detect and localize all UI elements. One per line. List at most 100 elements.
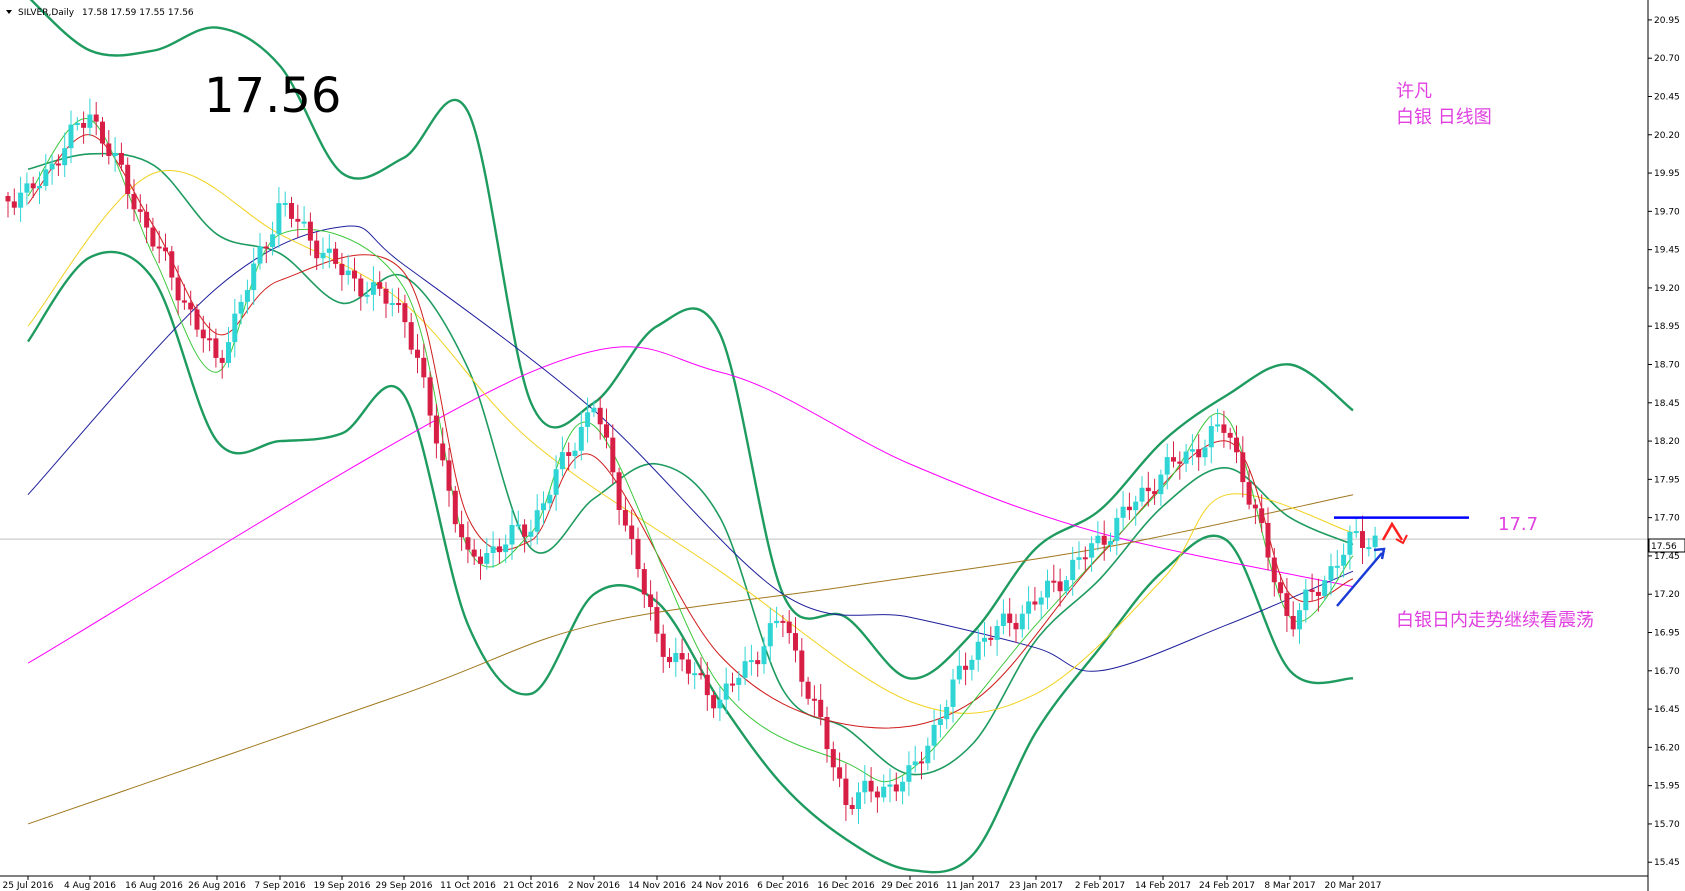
candle-body: [761, 646, 767, 665]
candle-body: [188, 302, 194, 310]
candle-body: [578, 426, 584, 451]
candle-body: [780, 620, 786, 623]
candle-body: [1322, 580, 1328, 596]
x-tick-label: 7 Sep 2016: [254, 881, 306, 891]
x-tick-label: 2 Feb 2017: [1075, 881, 1125, 891]
candle-body: [333, 248, 339, 264]
candle-body: [383, 288, 389, 304]
author-label: 许凡: [1396, 81, 1432, 102]
candle-body: [30, 183, 36, 189]
candle-body: [862, 780, 868, 793]
candle-body: [553, 469, 559, 495]
candle-body: [1126, 506, 1132, 511]
candle-body: [433, 415, 439, 444]
candle-body: [1265, 522, 1271, 558]
candle-body: [541, 503, 546, 511]
candle-body: [282, 202, 288, 205]
moving-average-line-0: [27, 346, 1354, 664]
candle-body: [604, 424, 609, 438]
candle-body: [534, 510, 540, 532]
y-tick-label: 16.45: [1654, 705, 1680, 715]
candle-body: [1278, 582, 1284, 594]
candle-body: [1202, 447, 1208, 458]
candle-body: [471, 549, 477, 557]
candle-body: [314, 240, 320, 259]
candle-body: [339, 263, 345, 276]
candle-body: [1341, 554, 1347, 566]
candle-body: [1366, 547, 1372, 550]
subtitle-label: 白银 日线图: [1396, 107, 1492, 128]
y-tick-label: 18.70: [1654, 360, 1680, 370]
candle-body: [1063, 580, 1069, 592]
y-tick-label: 19.70: [1654, 207, 1680, 217]
candle-body: [673, 653, 679, 663]
x-tick-label: 16 Dec 2016: [817, 881, 875, 891]
candle-body: [641, 569, 647, 595]
y-tick-label: 16.95: [1654, 628, 1680, 638]
candle-body: [1171, 457, 1176, 462]
candle-body: [207, 338, 213, 341]
candle-body: [1051, 580, 1057, 583]
candle-body: [849, 804, 855, 809]
y-tick-label: 17.70: [1654, 514, 1680, 524]
candle-body: [503, 544, 509, 553]
x-tick-label: 26 Aug 2016: [188, 881, 246, 891]
candle-body: [402, 303, 408, 323]
candle-body: [748, 660, 754, 663]
x-tick-label: 11 Jan 2017: [946, 881, 1000, 891]
x-tick-label: 14 Feb 2017: [1135, 881, 1191, 891]
forecast-label: 白银日内走势继续看震荡: [1396, 610, 1594, 631]
candle-body: [289, 202, 294, 219]
candle-body: [219, 357, 225, 363]
candle-body: [125, 164, 131, 195]
up-arrow-head-icon: [1373, 547, 1386, 560]
big-price-label: 17.56: [204, 68, 341, 124]
candle-body: [112, 152, 118, 157]
candle-body: [1252, 504, 1258, 509]
candle-body: [1108, 540, 1113, 545]
header-ohlc: 17.58 17.59 17.55 17.56: [82, 8, 194, 18]
candle-body: [358, 278, 364, 297]
candle-body: [629, 525, 635, 539]
candle-body: [1019, 613, 1025, 630]
candle-body: [1057, 581, 1063, 592]
candle-body: [1234, 437, 1239, 453]
candle-body: [679, 653, 685, 660]
candle-body: [238, 301, 244, 314]
candle-body: [1208, 426, 1214, 448]
y-tick-label: 20.45: [1654, 92, 1680, 102]
candle-body: [150, 227, 156, 247]
candle-body: [660, 633, 666, 657]
annotation-layer: [1334, 516, 1469, 607]
candle-body: [1145, 487, 1151, 492]
candle-body: [711, 695, 717, 709]
candle-body: [1133, 501, 1139, 511]
candle-body: [175, 277, 181, 301]
candle-body: [868, 780, 874, 792]
candle-body: [585, 412, 591, 427]
candle-body: [982, 637, 987, 642]
candle-body: [509, 524, 515, 545]
candle-body: [963, 665, 969, 670]
candle-body: [654, 607, 660, 634]
candle-body: [723, 683, 729, 700]
x-tick-label: 19 Sep 2016: [313, 881, 370, 891]
x-tick-label: 29 Dec 2016: [881, 881, 939, 891]
candle-body: [1177, 461, 1183, 464]
candle-body: [610, 437, 616, 473]
header-symbol: SILVER,Daily: [18, 8, 75, 18]
y-tick-label: 20.20: [1654, 131, 1680, 141]
candle-body: [900, 781, 906, 792]
dropdown-triangle-icon[interactable]: [6, 10, 12, 14]
candle-body: [774, 620, 780, 624]
candle-body: [484, 553, 490, 564]
candle-body: [415, 349, 420, 358]
y-tick-label: 18.45: [1654, 399, 1680, 409]
candle-body: [704, 674, 710, 696]
candle-body: [301, 221, 307, 224]
candle-body: [49, 163, 55, 170]
candle-body: [232, 313, 238, 343]
candle-body: [181, 300, 187, 303]
